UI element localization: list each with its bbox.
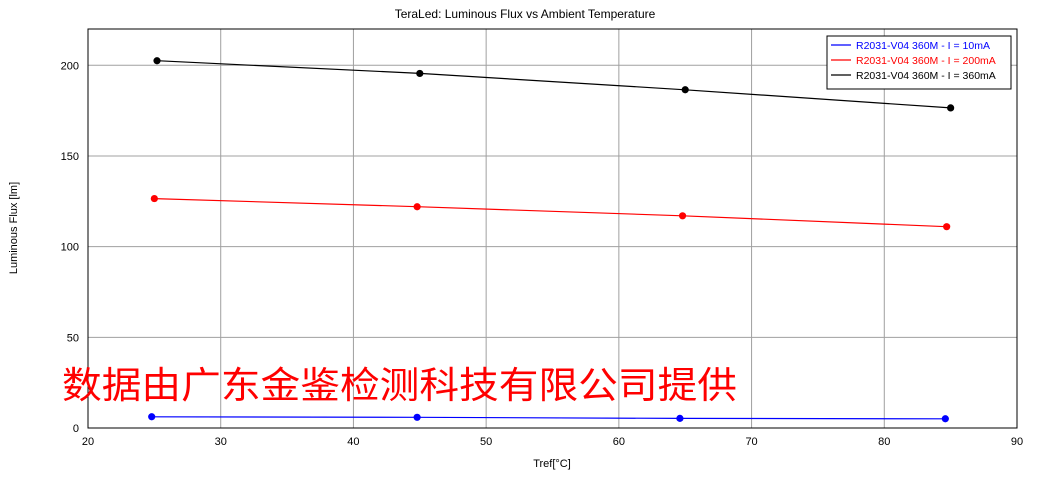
data-point [148,413,156,421]
data-point [150,194,158,203]
x-axis-label: Tref[°C] [533,458,571,470]
series-line [156,60,951,109]
data-point [413,203,421,211]
watermark-text: 数据由广东金鉴检测科技有限公司提供 [62,364,737,407]
y-axis-label: Luminous Flux [lm] [8,182,20,274]
x-tick-label: 70 [745,436,757,448]
y-tick-label: 0 [73,423,79,435]
legend-label: R2031-V04 360M - I = 360mA [856,70,996,82]
legend-item: R2031-V04 360M - I = 200mA [831,55,996,67]
series-line [154,198,947,228]
plot-frame [87,28,1018,429]
x-tick-label: 20 [82,436,94,448]
legend-item: R2031-V04 360M - I = 360mA [831,70,996,82]
legend-box [826,35,1012,90]
chart-title: TeraLed: Luminous Flux vs Ambient Temper… [395,7,656,21]
data-point [947,104,955,112]
data-point [416,69,424,78]
data-point [678,212,687,220]
series-0 [148,413,949,423]
y-tick-label: 50 [67,332,79,344]
series-layer [148,57,955,423]
data-point [153,57,161,65]
x-tick-label: 30 [215,436,227,448]
x-tick-label: 80 [878,436,890,448]
legend-label: R2031-V04 360M - I = 200mA [856,55,996,67]
y-axis: 0 50 100 150 200 [61,60,79,435]
legend-item: R2031-V04 360M - I = 10mA [831,40,990,52]
series-line [151,416,946,420]
x-tick-label: 40 [347,436,359,448]
data-point [943,223,951,231]
data-point [681,86,689,94]
legend: R2031-V04 360M - I = 10mA R2031-V04 360M … [826,35,1012,90]
x-tick-label: 90 [1011,436,1023,448]
y-tick-label: 100 [61,242,79,254]
data-point [676,414,684,422]
x-axis: 20 30 40 50 60 70 80 90 [82,436,1023,448]
y-tick-label: 200 [61,60,79,72]
series-2 [153,57,955,112]
x-tick-label: 50 [480,436,492,448]
series-1 [150,194,951,231]
y-tick-label: 150 [61,151,79,163]
legend-label: R2031-V04 360M - I = 10mA [856,40,990,52]
x-tick-label: 60 [613,436,625,448]
data-point [941,415,949,423]
data-point [413,413,421,421]
